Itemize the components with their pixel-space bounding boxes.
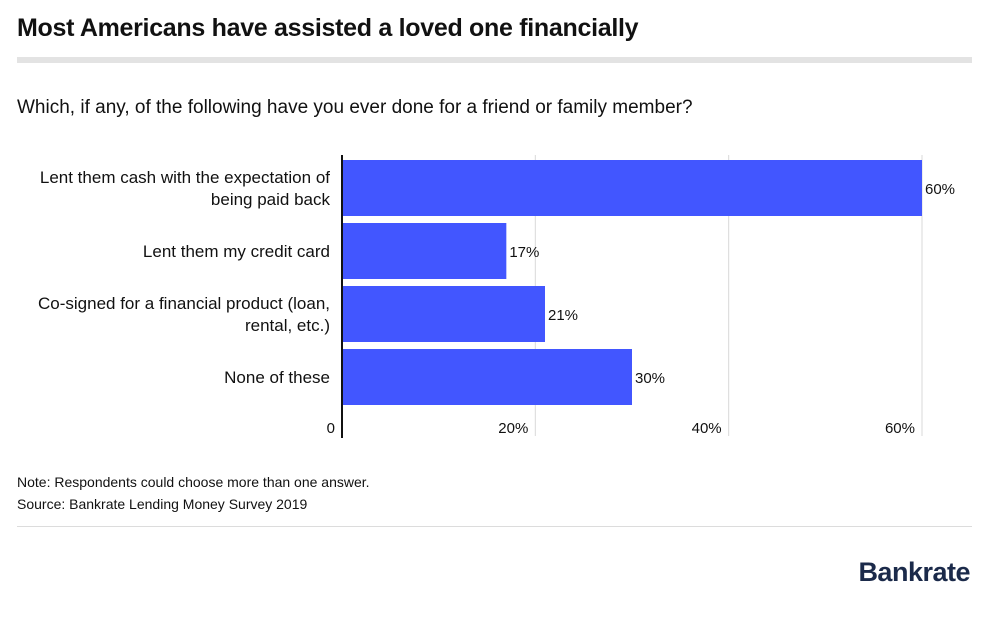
category-label: Lent them cash with the expectation of [40,168,330,187]
footer-divider [17,526,972,527]
category-label: being paid back [211,190,331,209]
value-label: 60% [925,181,955,198]
bar [342,349,632,405]
bar-chart: Lent them cash with the expectation of be… [0,0,1000,450]
x-tick-label: 20% [498,420,528,437]
footer-source: Source: Bankrate Lending Money Survey 20… [17,496,307,512]
value-label: 17% [509,244,539,261]
category-label: None of these [224,368,330,387]
x-tick-label: 0 [327,420,335,437]
category-label: Co-signed for a financial product (loan, [38,294,330,313]
value-label: 30% [635,370,665,387]
bankrate-logo: Bankrate [858,557,970,588]
bar [342,223,506,279]
category-label: rental, etc.) [245,316,330,335]
x-tick-label: 40% [692,420,722,437]
bar [342,160,922,216]
bar [342,286,545,342]
x-tick-label: 60% [885,420,915,437]
category-label: Lent them my credit card [143,242,330,261]
footer-note: Note: Respondents could choose more than… [17,474,370,490]
value-label: 21% [548,307,578,324]
